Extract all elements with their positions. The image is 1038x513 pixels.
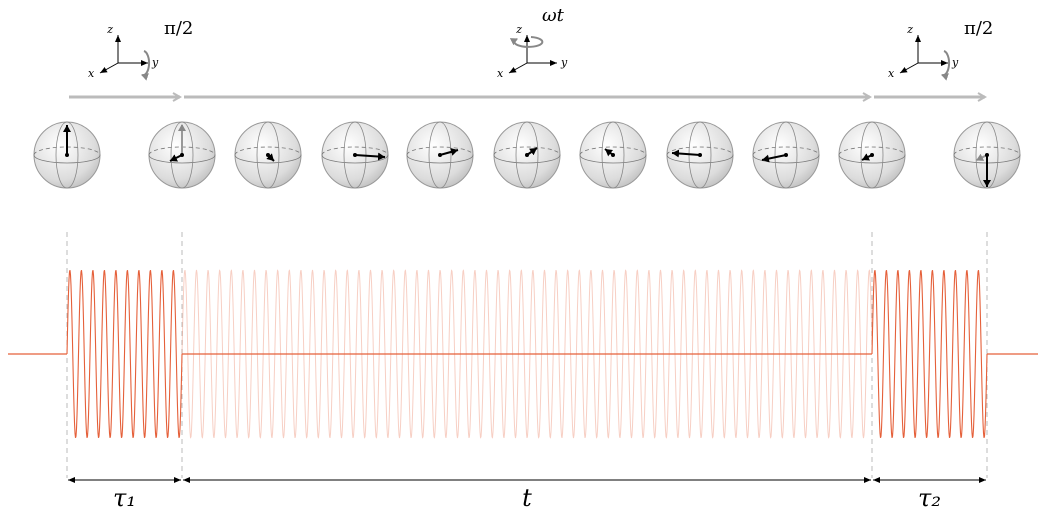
origin-dot — [870, 153, 874, 157]
equator-back — [321, 146, 389, 156]
equator-back — [493, 146, 561, 156]
equator-back — [406, 146, 474, 156]
equator-front — [33, 154, 101, 164]
axis-label: z — [515, 23, 522, 36]
equator-front — [234, 154, 302, 164]
axis-label: x — [888, 67, 895, 80]
equator-front — [666, 154, 734, 164]
rotation-arrow — [509, 36, 544, 48]
state-vector — [354, 152, 386, 161]
meridian — [975, 121, 999, 189]
state-vector — [169, 154, 183, 162]
rotation-label: π/2 — [164, 18, 193, 39]
equator-back — [752, 146, 820, 156]
state-vector — [526, 147, 538, 156]
axis-label: y — [951, 56, 959, 69]
equator-front — [148, 154, 216, 164]
equator-front — [579, 154, 647, 164]
origin-dot — [611, 153, 615, 157]
equator-front — [838, 154, 906, 164]
origin-dot — [266, 153, 270, 157]
axis-label: y — [560, 56, 568, 69]
axis-label: x — [88, 67, 95, 80]
equator-back — [838, 146, 906, 156]
state-vector — [761, 154, 787, 163]
meridian — [55, 121, 79, 189]
axis-label: y — [151, 56, 159, 69]
equator-front — [321, 154, 389, 164]
rotation-label: ωt — [542, 5, 565, 26]
meridian — [515, 121, 539, 189]
equator-back — [953, 146, 1021, 156]
axis-x — [508, 62, 528, 74]
equator-back — [234, 146, 302, 156]
origin-dot — [353, 153, 357, 157]
duration-label: τ₁ — [113, 484, 136, 512]
axis-label: z — [906, 23, 913, 36]
origin-dot — [180, 153, 184, 157]
origin-dot — [65, 153, 69, 157]
rotation-arrow — [941, 50, 951, 81]
equator-back — [579, 146, 647, 156]
meridian — [601, 121, 625, 189]
meridian — [774, 121, 798, 189]
axis-x — [99, 62, 119, 74]
origin-dot — [985, 153, 989, 157]
meridian — [860, 121, 884, 189]
state-vector — [671, 149, 701, 158]
origin-dot — [698, 153, 702, 157]
waveform — [66, 270, 183, 438]
origin-dot — [525, 153, 529, 157]
equator-front — [406, 154, 474, 164]
axis-label: x — [497, 67, 504, 80]
equator-front — [752, 154, 820, 164]
origin-dot — [438, 153, 442, 157]
state-vector — [439, 148, 459, 156]
origin-dot — [784, 153, 788, 157]
rotation-arrow — [141, 50, 151, 81]
meridian — [256, 121, 280, 189]
duration-label: τ₂ — [918, 484, 941, 512]
equator-front — [493, 154, 561, 164]
axis-x — [899, 62, 919, 74]
rotation-label: π/2 — [964, 18, 993, 39]
duration-label: t — [522, 484, 532, 512]
axis-label: z — [106, 23, 113, 36]
waveform — [181, 269, 873, 439]
equator-back — [666, 146, 734, 156]
content: z y x π/2 z y x ωt z y x π/2 τ₁ t τ₂ — [8, 5, 1038, 512]
waveform — [871, 270, 988, 438]
